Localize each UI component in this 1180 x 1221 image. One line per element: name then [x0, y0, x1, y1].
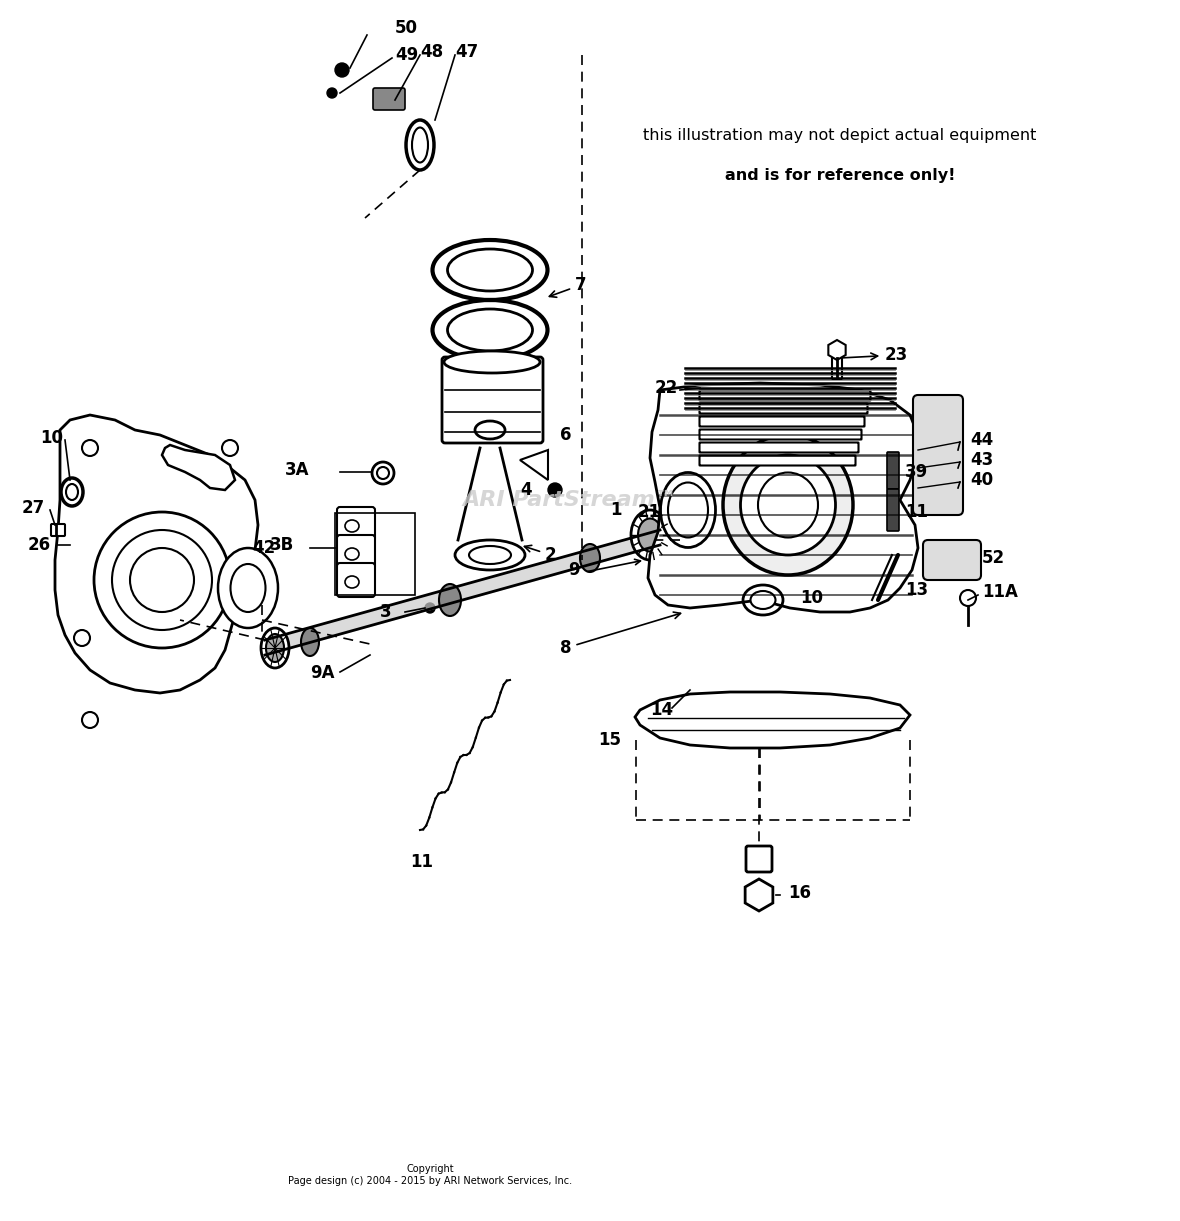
Ellipse shape	[668, 482, 708, 537]
Text: 9: 9	[568, 560, 579, 579]
Text: 43: 43	[970, 451, 994, 469]
Text: 23: 23	[843, 346, 909, 364]
Ellipse shape	[741, 455, 835, 556]
Text: 14: 14	[650, 701, 673, 719]
Text: 42: 42	[253, 538, 275, 557]
Text: 44: 44	[970, 431, 994, 449]
Text: 50: 50	[395, 20, 418, 37]
Ellipse shape	[261, 628, 289, 668]
FancyBboxPatch shape	[746, 846, 772, 872]
Text: 1: 1	[610, 501, 622, 519]
FancyBboxPatch shape	[700, 403, 867, 414]
FancyBboxPatch shape	[700, 430, 861, 440]
FancyBboxPatch shape	[887, 488, 899, 531]
Ellipse shape	[66, 484, 78, 501]
Ellipse shape	[581, 545, 599, 571]
Text: this illustration may not depict actual equipment: this illustration may not depict actual …	[643, 127, 1037, 143]
Text: 4: 4	[520, 481, 532, 499]
FancyBboxPatch shape	[337, 535, 375, 569]
Text: 7: 7	[550, 276, 586, 297]
Text: 3B: 3B	[270, 536, 294, 554]
FancyBboxPatch shape	[887, 452, 899, 488]
Text: 48: 48	[420, 43, 444, 61]
Text: 22: 22	[655, 379, 678, 397]
Text: 3A: 3A	[286, 462, 309, 479]
Ellipse shape	[266, 634, 284, 662]
FancyBboxPatch shape	[337, 507, 375, 541]
FancyBboxPatch shape	[373, 88, 405, 110]
Ellipse shape	[447, 309, 532, 350]
Text: 13: 13	[905, 581, 929, 600]
Polygon shape	[520, 451, 548, 480]
FancyBboxPatch shape	[700, 442, 859, 453]
FancyBboxPatch shape	[700, 455, 856, 465]
Ellipse shape	[631, 510, 669, 560]
Text: 9A: 9A	[310, 664, 334, 683]
Circle shape	[112, 530, 212, 630]
Circle shape	[961, 590, 976, 606]
Polygon shape	[55, 415, 258, 694]
Text: 40: 40	[970, 471, 994, 488]
Ellipse shape	[638, 519, 662, 552]
Text: 49: 49	[395, 46, 418, 63]
FancyBboxPatch shape	[913, 396, 963, 515]
FancyBboxPatch shape	[700, 391, 871, 400]
Text: 2: 2	[524, 546, 557, 564]
Circle shape	[335, 63, 349, 77]
Ellipse shape	[723, 435, 853, 575]
Text: 11: 11	[409, 853, 433, 871]
FancyBboxPatch shape	[442, 357, 543, 443]
Text: 10: 10	[40, 429, 63, 447]
Ellipse shape	[444, 350, 540, 372]
FancyBboxPatch shape	[337, 563, 375, 597]
Text: 21: 21	[638, 503, 661, 521]
Text: 39: 39	[905, 463, 929, 481]
Text: 8: 8	[560, 612, 681, 657]
Text: ARI PartStream™: ARI PartStream™	[463, 490, 677, 510]
Text: 15: 15	[598, 731, 621, 748]
Text: and is for reference only!: and is for reference only!	[725, 167, 956, 182]
Text: 52: 52	[982, 549, 1005, 567]
Text: 10: 10	[800, 589, 822, 607]
Circle shape	[425, 603, 435, 613]
Ellipse shape	[412, 127, 428, 162]
Circle shape	[548, 484, 562, 497]
Text: 11: 11	[905, 503, 927, 521]
Ellipse shape	[301, 628, 319, 656]
Circle shape	[327, 88, 337, 98]
Text: 47: 47	[455, 43, 478, 61]
FancyBboxPatch shape	[51, 524, 65, 536]
Polygon shape	[162, 444, 235, 490]
Ellipse shape	[750, 591, 775, 609]
Text: 11A: 11A	[982, 582, 1018, 601]
FancyBboxPatch shape	[923, 540, 981, 580]
FancyBboxPatch shape	[700, 416, 865, 426]
Ellipse shape	[218, 548, 278, 628]
FancyBboxPatch shape	[832, 357, 843, 379]
Polygon shape	[648, 383, 918, 612]
Polygon shape	[635, 692, 910, 748]
Text: 16: 16	[788, 884, 811, 902]
Text: 27: 27	[22, 499, 45, 516]
Text: Copyright
Page design (c) 2004 - 2015 by ARI Network Services, Inc.: Copyright Page design (c) 2004 - 2015 by…	[288, 1164, 572, 1186]
Text: 6: 6	[560, 426, 571, 444]
Text: 26: 26	[28, 536, 51, 554]
Text: 3: 3	[380, 603, 392, 621]
Ellipse shape	[447, 249, 532, 291]
Ellipse shape	[439, 584, 461, 617]
